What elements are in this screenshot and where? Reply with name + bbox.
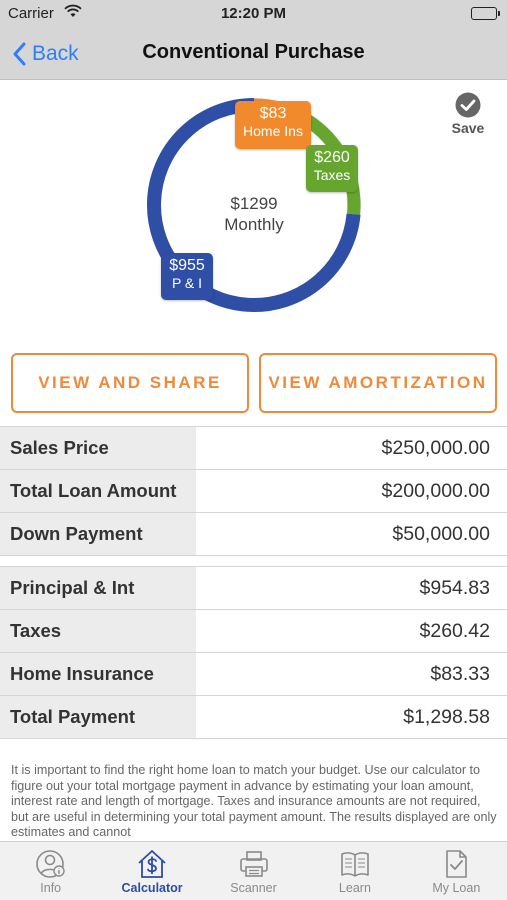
row-label: Home Insurance: [0, 653, 196, 695]
back-button[interactable]: Back: [12, 38, 79, 70]
row-label: Sales Price: [0, 427, 196, 469]
checkmark-circle-icon: [455, 92, 481, 118]
row-label: Taxes: [0, 610, 196, 652]
home-ins-callout: $83 Home Ins: [235, 101, 311, 149]
row-value: $954.83: [419, 577, 491, 599]
save-button[interactable]: Save: [449, 92, 487, 136]
info-person-icon: [35, 850, 65, 878]
view-amortization-button[interactable]: VIEW AMORTIZATION: [259, 353, 497, 413]
pi-label: P & I: [171, 275, 203, 291]
row-label: Total Loan Amount: [0, 470, 196, 512]
row-value: $50,000.00: [392, 523, 490, 545]
home-ins-amount: $83: [259, 105, 287, 122]
tab-learn[interactable]: Learn: [304, 842, 405, 900]
table-row: Principal & Int $954.83: [0, 567, 507, 610]
table-row: Sales Price $250,000.00: [0, 427, 507, 470]
tab-label: My Loan: [432, 881, 481, 895]
document-check-icon: [446, 850, 468, 878]
row-value: $83.33: [430, 663, 490, 685]
row-value: $260.42: [419, 620, 491, 642]
calculator-house-icon: [138, 850, 166, 878]
home-ins-label: Home Ins: [243, 123, 303, 139]
status-bar: Carrier 12:20 PM: [0, 0, 507, 28]
printer-icon: [239, 851, 268, 877]
payment-breakdown-table: Principal & Int $954.83 Taxes $260.42 Ho…: [0, 566, 507, 739]
row-value: $250,000.00: [381, 437, 490, 459]
row-value: $1,298.58: [403, 706, 490, 728]
row-label: Down Payment: [0, 513, 196, 555]
taxes-label: Taxes: [313, 167, 351, 183]
tab-calculator[interactable]: Calculator: [101, 842, 202, 900]
tab-scanner[interactable]: Scanner: [203, 842, 304, 900]
pi-amount: $955: [169, 257, 205, 274]
disclaimer-text: It is important to find the right home l…: [11, 763, 497, 839]
loan-summary-table: Sales Price $250,000.00 Total Loan Amoun…: [0, 426, 507, 556]
monthly-total-amount: $1299: [230, 194, 278, 213]
tab-label: Scanner: [230, 881, 277, 895]
status-time: 12:20 PM: [220, 5, 287, 22]
table-row: Home Insurance $83.33: [0, 653, 507, 696]
payment-chart: $1299 Monthly $83 Home Ins $260 Taxes $9…: [0, 80, 507, 348]
battery-icon: [471, 7, 500, 20]
book-icon: [341, 852, 369, 877]
tab-label: Info: [40, 881, 62, 895]
view-and-share-button[interactable]: VIEW AND SHARE: [11, 353, 249, 413]
taxes-callout: $260 Taxes: [306, 145, 358, 192]
save-label: Save: [451, 120, 485, 136]
pi-callout: $955 P & I: [161, 253, 213, 300]
chevron-left-icon: [13, 42, 26, 66]
row-label: Principal & Int: [0, 567, 196, 609]
table-row: Total Loan Amount $200,000.00: [0, 470, 507, 513]
row-value: $200,000.00: [381, 480, 490, 502]
navigation-bar: Back Conventional Purchase: [0, 28, 507, 80]
monthly-total-label: Monthly: [224, 215, 284, 234]
tab-bar: Info Calculator Scanner Learn: [0, 841, 507, 900]
tab-label: Learn: [338, 881, 371, 895]
wifi-icon: [64, 4, 82, 22]
row-label: Total Payment: [0, 696, 196, 738]
carrier-label: Carrier: [8, 5, 54, 22]
back-label: Back: [32, 42, 79, 65]
taxes-amount: $260: [314, 149, 350, 166]
table-row: Taxes $260.42: [0, 610, 507, 653]
tab-label: Calculator: [121, 881, 183, 895]
table-row: Down Payment $50,000.00: [0, 513, 507, 556]
table-row: Total Payment $1,298.58: [0, 696, 507, 739]
tab-info[interactable]: Info: [0, 842, 101, 900]
tab-my-loan[interactable]: My Loan: [406, 842, 507, 900]
